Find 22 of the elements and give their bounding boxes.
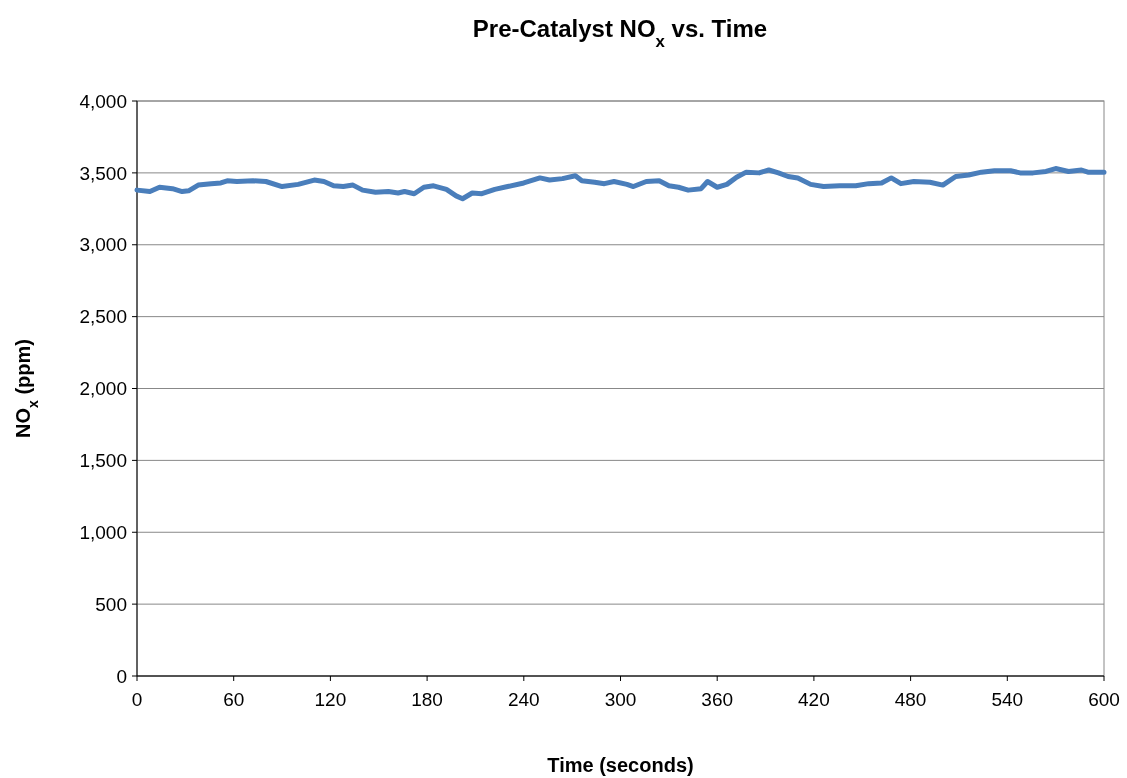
x-tick-label: 300 — [604, 689, 637, 710]
x-tick-label: 0 — [131, 689, 143, 710]
chart-title: Pre-Catalyst NO$_{x}$ vs. Time — [472, 15, 768, 51]
x-tick-label: 540 — [991, 689, 1024, 710]
x-tick-label: 360 — [701, 689, 734, 710]
y-tick-label: 1,000 — [79, 521, 127, 543]
y-tick-label: 3,000 — [79, 234, 127, 256]
y-tick-label: 2,500 — [79, 306, 127, 328]
y-tick-label: 500 — [95, 593, 127, 615]
y-tick-label: 3,500 — [79, 162, 127, 184]
x-tick-label: 480 — [894, 689, 927, 710]
x-tick-label: 600 — [1088, 689, 1120, 710]
x-axis-title: Time (seconds) — [547, 754, 694, 776]
y-tick-label: 0 — [116, 665, 127, 687]
x-tick-label: 420 — [798, 689, 830, 710]
x-tick-label: 120 — [314, 689, 347, 710]
y-tick-label: 2,000 — [79, 378, 127, 400]
y-tick-label: 4,000 — [79, 90, 127, 112]
x-tick-label: 240 — [507, 689, 540, 710]
y-tick-label: 1,500 — [79, 450, 127, 472]
x-tick-label: 60 — [223, 689, 245, 710]
x-tick-label: 180 — [411, 689, 443, 710]
